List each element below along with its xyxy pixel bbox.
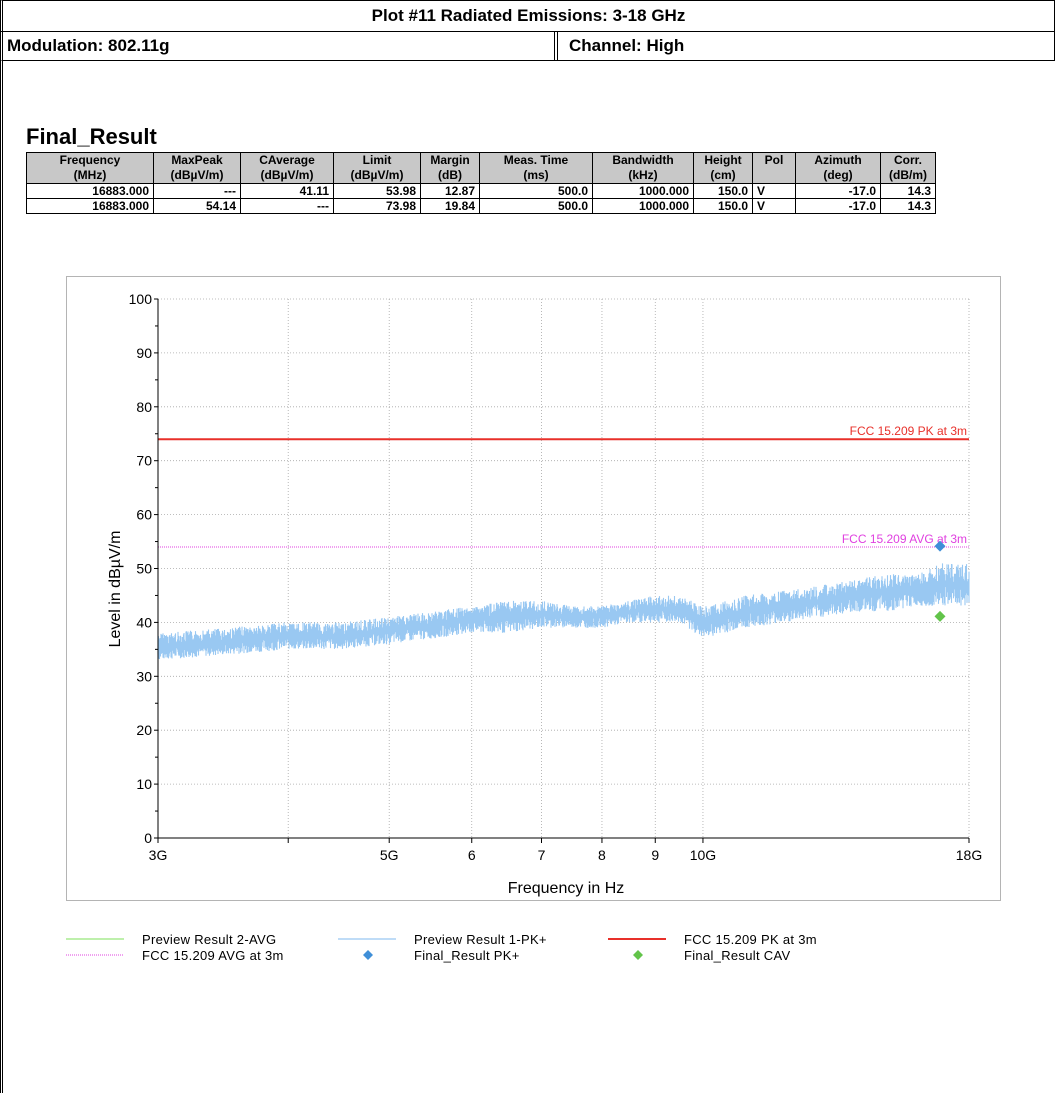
y-axis-label: Level in dBµV/m [107, 531, 124, 648]
table-cell: 54.14 [153, 198, 241, 214]
y-tick-label: 20 [136, 722, 152, 738]
legend-line-symbol [338, 938, 396, 940]
legend-item: Final_Result PK+ [338, 948, 618, 964]
legend-diamond-symbol [633, 950, 643, 960]
legend-dotted-symbol [66, 954, 124, 956]
legend-diamond-symbol [363, 950, 373, 960]
emissions-chart-frame [66, 276, 1001, 901]
x-tick-label: 6 [468, 847, 476, 863]
channel-label: Channel: High [569, 36, 685, 55]
preview-pk-trace [157, 563, 970, 660]
y-tick-label: 50 [136, 561, 152, 577]
column-header: Azimuth (deg) [795, 152, 881, 184]
table-cell: -17.0 [795, 198, 881, 214]
legend-line-symbol [66, 938, 124, 940]
y-tick-label: 70 [136, 453, 152, 469]
table-cell: 16883.000 [26, 183, 154, 199]
x-tick-label: 5G [380, 847, 399, 863]
legend-item: Preview Result 2-AVG [66, 932, 346, 948]
table-cell: 14.3 [880, 198, 936, 214]
table-cell: 19.84 [420, 198, 480, 214]
table-row: 16883.000 54.14 --- 73.98 19.84 500.0 10… [26, 198, 936, 214]
final-result-marker [934, 610, 946, 622]
legend-line-symbol [608, 938, 666, 940]
y-tick-label: 60 [136, 507, 152, 523]
legend-label: FCC 15.209 AVG at 3m [142, 948, 284, 963]
modulation-label: Modulation: 802.11g [7, 36, 170, 55]
column-header: Corr. (dB/m) [880, 152, 936, 184]
column-header: CAverage (dBµV/m) [240, 152, 334, 184]
y-tick-label: 100 [129, 291, 153, 307]
table-row: 16883.000 --- 41.11 53.98 12.87 500.0 10… [26, 183, 936, 199]
column-header: Height (cm) [693, 152, 753, 184]
test-config-row: Modulation: 802.11g Channel: High [0, 31, 1055, 61]
legend-label: Final_Result PK+ [414, 948, 520, 963]
x-axis-label: Frequency in Hz [508, 880, 625, 897]
final-result-heading: Final_Result [26, 124, 157, 149]
legend-label: FCC 15.209 PK at 3m [684, 932, 817, 947]
column-header: Frequency (MHz) [26, 152, 154, 184]
x-tick-label: 3G [149, 847, 168, 863]
limit-line-label: FCC 15.209 AVG at 3m [842, 532, 967, 546]
x-tick-label: 18G [956, 847, 982, 863]
column-header: Margin (dB) [420, 152, 480, 184]
legend-item: Preview Result 1-PK+ [338, 932, 618, 948]
column-header: Pol [752, 152, 796, 184]
x-tick-label: 7 [538, 847, 546, 863]
table-cell: 73.98 [333, 198, 421, 214]
table-cell: 1000.000 [592, 183, 694, 199]
y-tick-label: 90 [136, 345, 152, 361]
column-header: Meas. Time (ms) [479, 152, 593, 184]
column-header: Bandwidth (kHz) [592, 152, 694, 184]
final-result-marker [934, 540, 946, 552]
legend-item: Final_Result CAV [608, 948, 888, 964]
table-cell: 500.0 [479, 198, 593, 214]
row-divider [554, 32, 558, 60]
legend-label: Final_Result CAV [684, 948, 791, 963]
legend-item: FCC 15.209 PK at 3m [608, 932, 888, 948]
table-cell: 1000.000 [592, 198, 694, 214]
table-header-row: Frequency (MHz) MaxPeak (dBµV/m) CAverage(… [26, 152, 936, 184]
y-tick-label: 10 [136, 776, 152, 792]
y-tick-label: 0 [144, 830, 152, 846]
final-result-table: Frequency (MHz) MaxPeak (dBµV/m) CAverage(… [26, 152, 936, 214]
column-header: Limit (dBµV/m) [333, 152, 421, 184]
table-cell: 150.0 [693, 198, 753, 214]
legend-label: Preview Result 2-AVG [142, 932, 277, 947]
y-tick-label: 80 [136, 399, 152, 415]
x-tick-label: 8 [598, 847, 606, 863]
y-tick-label: 40 [136, 614, 152, 630]
legend-item: FCC 15.209 AVG at 3m [66, 948, 346, 964]
limit-line-label: FCC 15.209 PK at 3m [850, 424, 967, 438]
x-tick-label: 9 [651, 847, 659, 863]
table-cell: --- [240, 198, 334, 214]
x-tick-label: 10G [690, 847, 716, 863]
legend-label: Preview Result 1-PK+ [414, 932, 547, 947]
y-tick-label: 30 [136, 668, 152, 684]
